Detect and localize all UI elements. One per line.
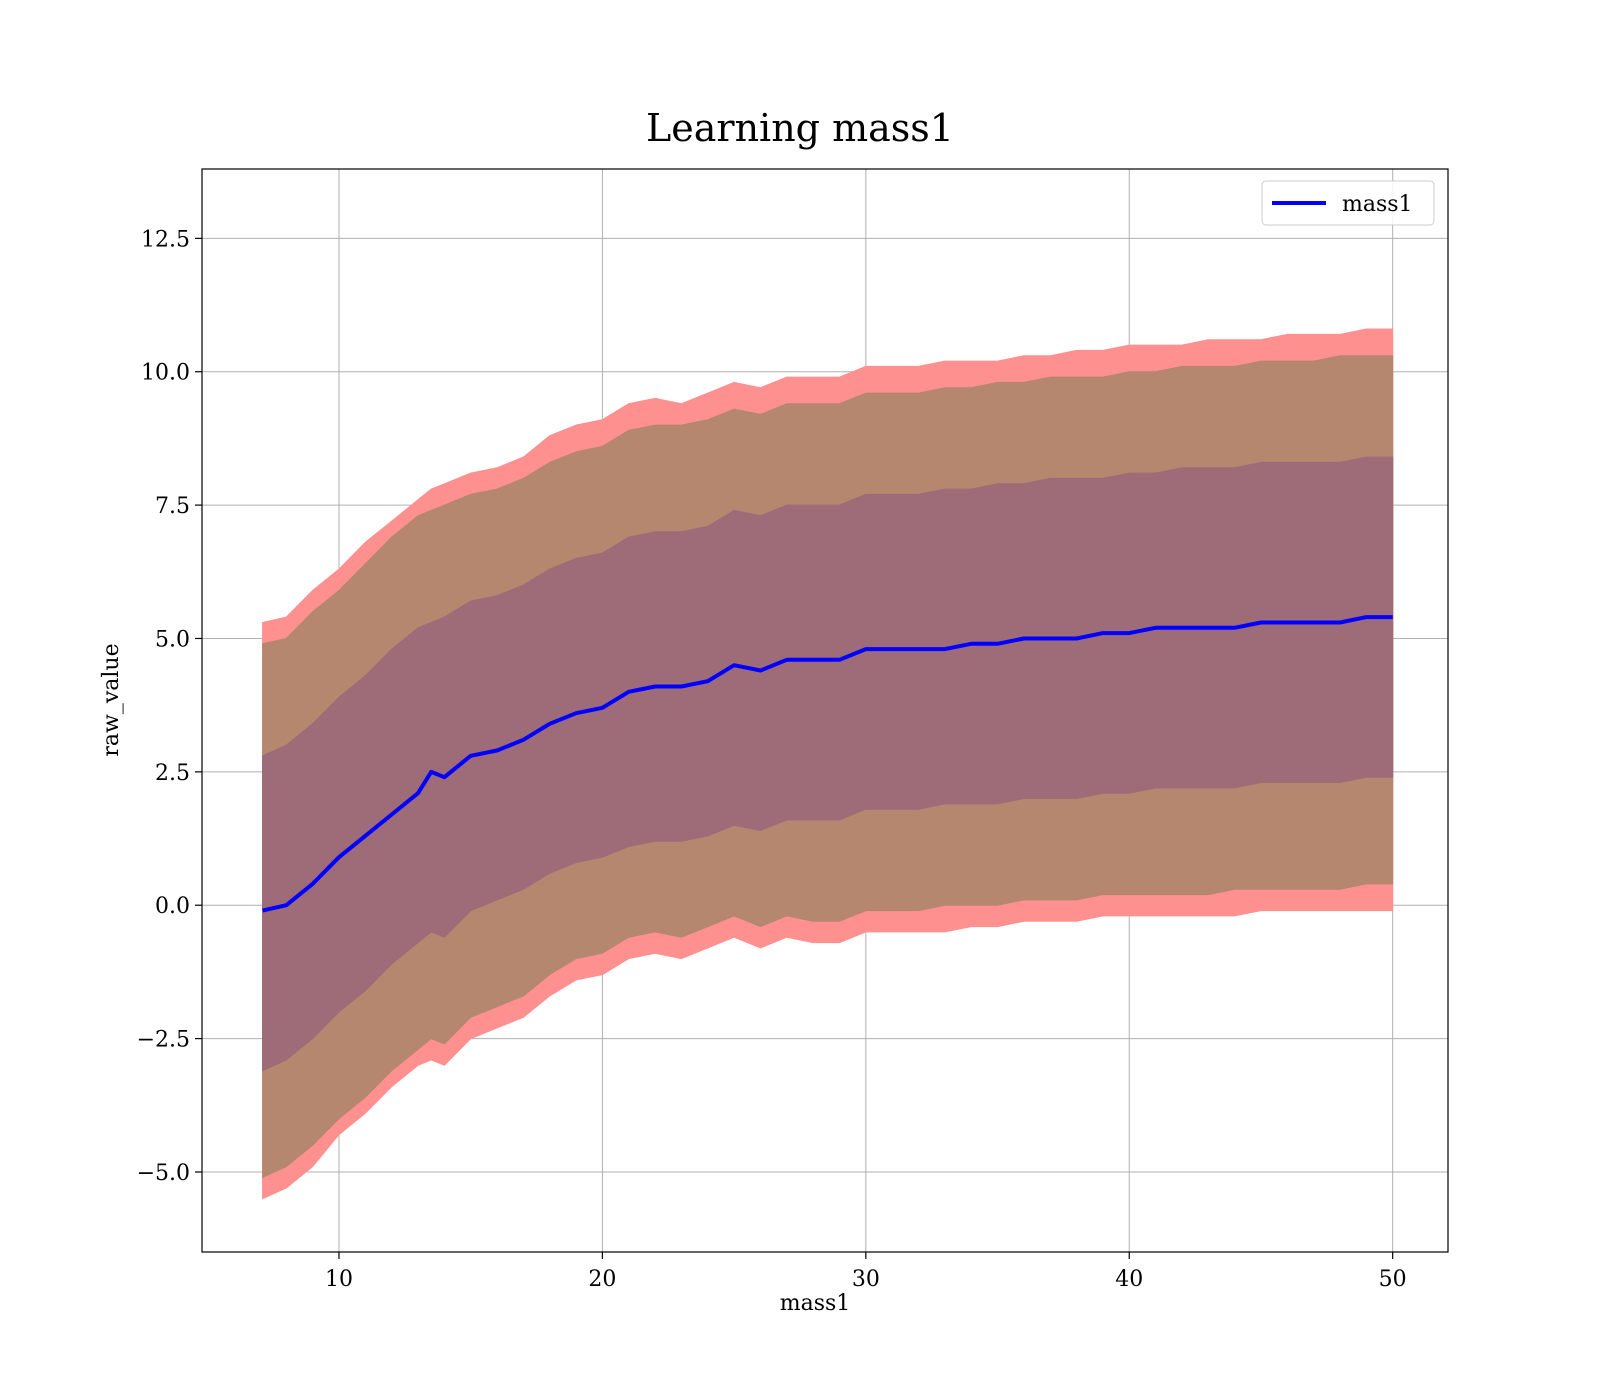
x-tick-label: 10 (325, 1267, 353, 1292)
y-tick-label: 10.0 (141, 361, 190, 386)
legend: mass1 (1261, 180, 1435, 226)
series-line-mass1 (262, 615, 1393, 913)
x-tick-label: 20 (588, 1267, 616, 1292)
plot-border (201, 168, 1449, 1253)
legend-box (1261, 180, 1435, 226)
x-tick-label: 50 (1379, 1267, 1407, 1292)
x-tick-label: 30 (852, 1267, 880, 1292)
chart-title: Learning mass1 (646, 106, 954, 150)
y-tick-label: −2.5 (137, 1028, 190, 1053)
y-tick-label: 12.5 (141, 227, 190, 252)
legend-label: mass1 (1342, 192, 1413, 217)
confidence-bands (262, 328, 1394, 1200)
y-tick-label: −5.0 (137, 1161, 190, 1186)
x-axis-label: mass1 (780, 1291, 851, 1316)
y-tick-label: 2.5 (155, 761, 190, 786)
y-tick-label: 0.0 (155, 894, 190, 919)
y-axis-ticks: −5.0 −2.5 0.0 2.5 5.0 7.5 10.0 12.5 (137, 227, 202, 1186)
y-tick-label: 5.0 (155, 627, 190, 652)
y-axis-label: raw_value (99, 643, 124, 756)
plot-frame (201, 168, 1449, 1253)
x-tick-label: 40 (1115, 1267, 1143, 1292)
x-axis-ticks: 10 20 30 40 50 (325, 1252, 1407, 1292)
series-lines (262, 615, 1393, 913)
y-tick-label: 7.5 (155, 494, 190, 519)
band-3 (262, 456, 1394, 1072)
